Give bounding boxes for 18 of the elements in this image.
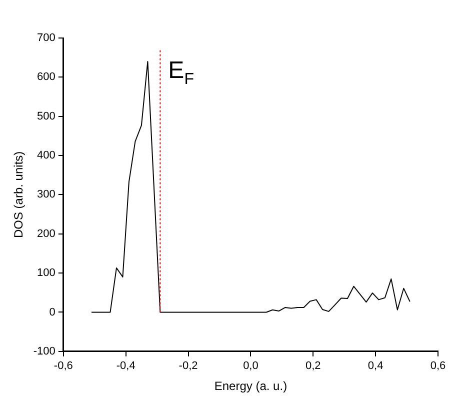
- x-tick-label: -0,2: [178, 360, 198, 372]
- y-axis-title: DOS (arb. units): [12, 151, 26, 238]
- x-tick-label: 0,0: [243, 360, 258, 372]
- y-tick-label: 200: [37, 228, 56, 240]
- y-tick-label: 400: [37, 150, 56, 162]
- x-axis-title: Energy (a. u.): [214, 379, 288, 394]
- y-tick-label: -100: [33, 345, 56, 358]
- y-tick-label: 0: [49, 306, 56, 318]
- x-tick-label: 0,6: [430, 360, 446, 372]
- x-tick-label: -0,6: [54, 360, 73, 372]
- y-tick-label: 600: [37, 71, 56, 84]
- y-tick-label: 100: [37, 267, 56, 280]
- y-tick-label: 300: [37, 188, 56, 201]
- x-tick-label: -0,4: [116, 360, 136, 372]
- y-tick-label: 700: [37, 32, 56, 44]
- x-tick-label: 0,2: [305, 360, 321, 372]
- x-tick-label: 0,4: [368, 360, 384, 372]
- y-tick-label: 500: [37, 110, 56, 122]
